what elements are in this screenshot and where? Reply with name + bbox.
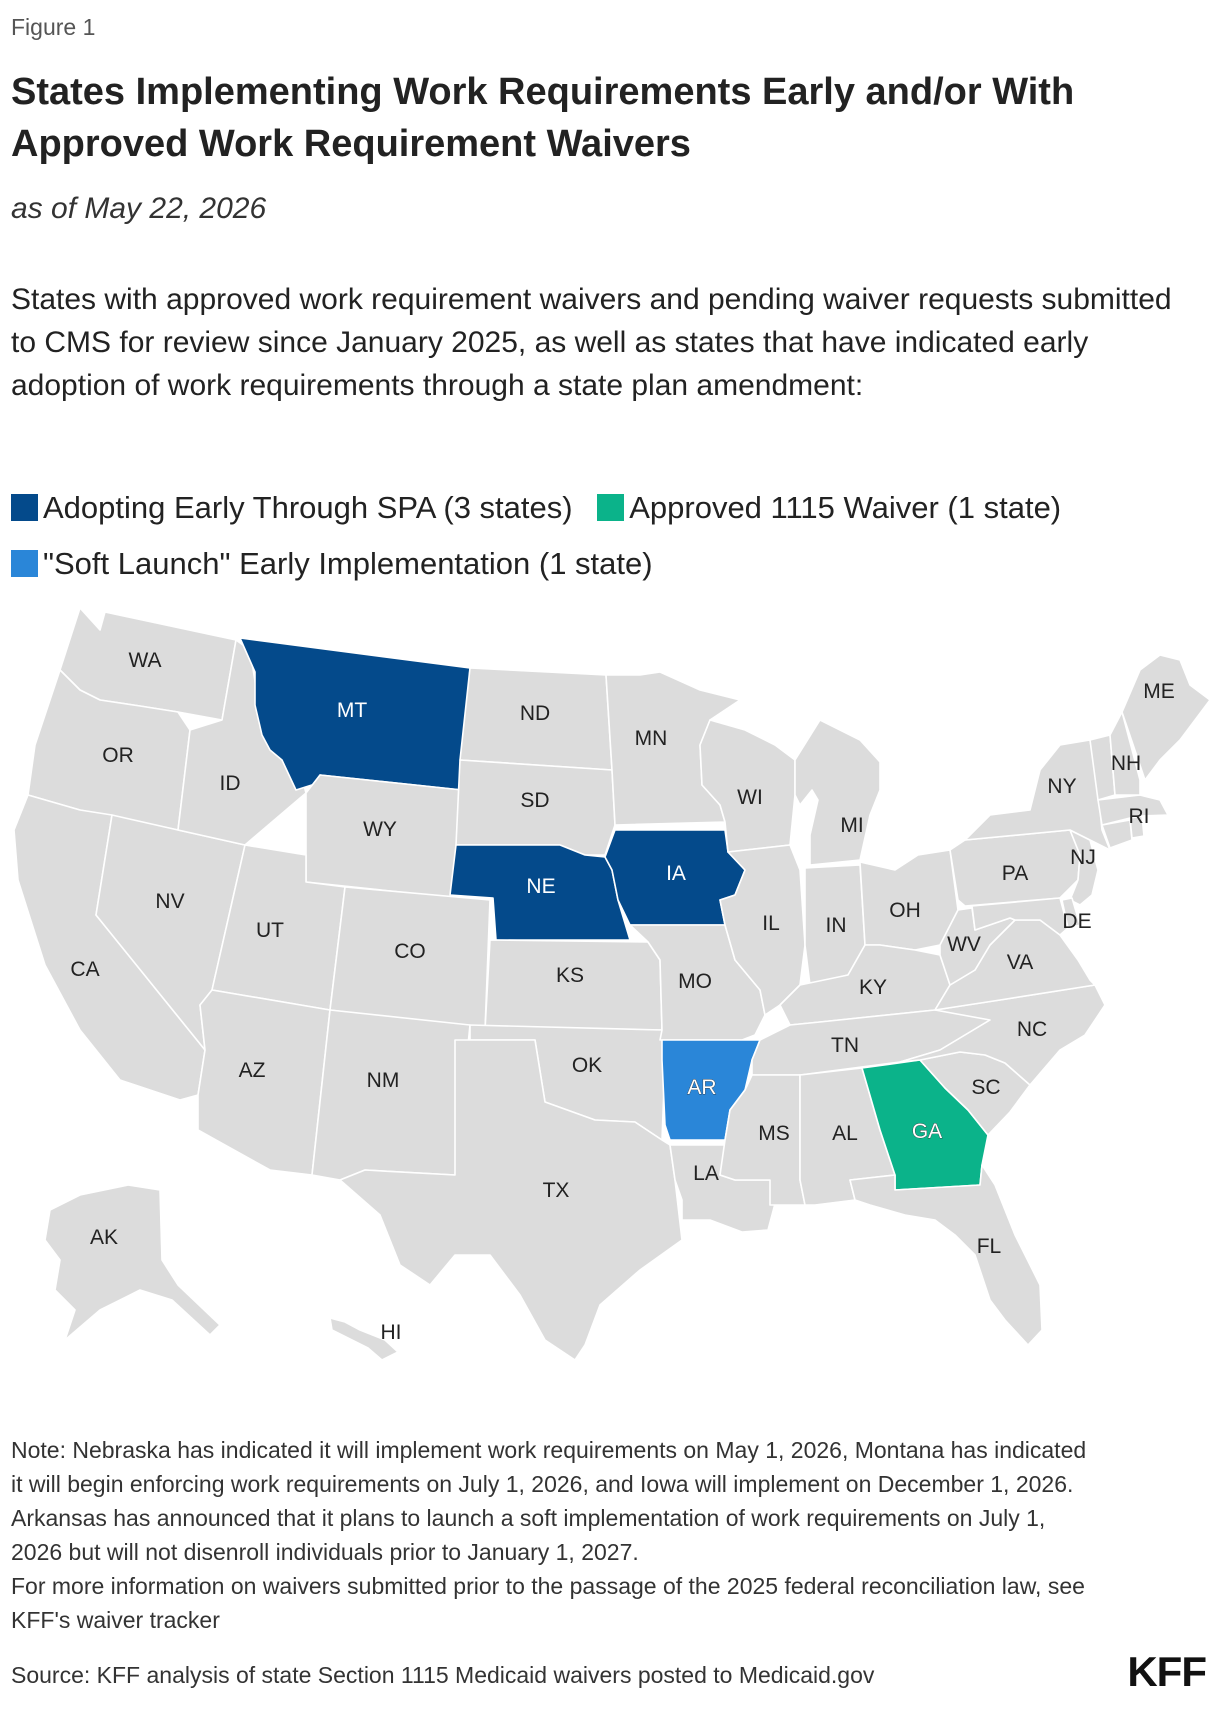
label-NE: NE — [526, 875, 555, 898]
label-KY: KY — [859, 976, 887, 999]
state-NC[interactable] — [899, 984, 1106, 1086]
legend-label-waiver: Approved 1115 Waiver (1 state) — [629, 490, 1062, 525]
label-MN: MN — [635, 727, 668, 750]
legend: Adopting Early Through SPA (3 states) Ap… — [11, 480, 1111, 592]
label-WA: WA — [128, 649, 161, 672]
label-NJ: NJ — [1070, 846, 1096, 869]
label-CA: CA — [70, 958, 99, 981]
figure-label: Figure 1 — [11, 14, 96, 40]
label-ND: ND — [520, 702, 550, 725]
legend-swatch-waiver — [597, 494, 625, 521]
kff-logo: KFF — [1127, 1648, 1207, 1695]
label-GA: GA — [912, 1120, 942, 1143]
label-MO: MO — [678, 970, 712, 993]
label-AR: AR — [687, 1076, 716, 1099]
label-AK: AK — [90, 1226, 118, 1249]
state-ME[interactable] — [1121, 654, 1211, 781]
state-AZ[interactable] — [197, 989, 331, 1176]
chart-subtitle: as of May 22, 2026 — [11, 192, 267, 225]
state-labels: WA OR CA NV ID MT WY UT AZ CO NM ND SD N… — [70, 649, 1174, 1344]
label-WY: WY — [363, 818, 397, 841]
label-ID: ID — [220, 772, 241, 795]
label-PA: PA — [1002, 862, 1028, 885]
label-IL: IL — [762, 912, 780, 935]
state-MD[interactable] — [971, 897, 1069, 936]
label-VA: VA — [1007, 951, 1033, 974]
label-KS: KS — [556, 964, 584, 987]
label-NY: NY — [1047, 775, 1076, 798]
label-MS: MS — [758, 1122, 790, 1145]
label-HI: HI — [381, 1321, 402, 1344]
legend-swatch-spa — [11, 494, 38, 521]
label-MT: MT — [337, 699, 367, 722]
label-WI: WI — [737, 786, 763, 809]
label-TN: TN — [831, 1034, 859, 1057]
state-IL[interactable] — [719, 844, 806, 1016]
note: Note: Nebraska has indicated it will imp… — [11, 1433, 1101, 1637]
state-NH[interactable] — [1109, 711, 1141, 796]
state-HI[interactable] — [329, 1317, 399, 1361]
label-UT: UT — [256, 919, 284, 942]
source: Source: KFF analysis of state Section 11… — [11, 1662, 875, 1688]
state-CT[interactable] — [1101, 819, 1133, 849]
label-TX: TX — [543, 1179, 570, 1202]
state-NJ[interactable] — [1069, 829, 1099, 906]
state-AK[interactable] — [44, 1184, 221, 1341]
legend-item-spa[interactable]: Adopting Early Through SPA (3 states) — [11, 490, 573, 525]
note-more-link[interactable]: For more information on waivers submitte… — [11, 1573, 1085, 1633]
label-SC: SC — [971, 1076, 1000, 1099]
label-AZ: AZ — [239, 1059, 266, 1082]
label-RI: RI — [1129, 805, 1150, 828]
legend-item-waiver[interactable]: Approved 1115 Waiver (1 state) — [597, 490, 1061, 525]
legend-label-spa: Adopting Early Through SPA (3 states) — [43, 490, 573, 525]
state-TX[interactable] — [339, 1039, 683, 1361]
legend-item-soft-launch[interactable]: "Soft Launch" Early Implementation (1 st… — [11, 546, 653, 581]
label-OR: OR — [102, 744, 134, 767]
note-text: Note: Nebraska has indicated it will imp… — [11, 1437, 1087, 1565]
legend-swatch-soft-launch — [11, 550, 38, 577]
state-NY[interactable] — [964, 739, 1111, 851]
label-ME: ME — [1143, 680, 1175, 703]
label-WV: WV — [947, 933, 981, 956]
label-FL: FL — [977, 1235, 1002, 1258]
state-MI[interactable] — [794, 719, 881, 866]
legend-label-soft-launch: "Soft Launch" Early Implementation (1 st… — [43, 546, 653, 581]
label-OH: OH — [889, 899, 921, 922]
state-WI[interactable] — [699, 719, 796, 853]
label-MI: MI — [840, 814, 863, 837]
label-NH: NH — [1111, 752, 1141, 775]
label-DE: DE — [1062, 910, 1091, 933]
label-IA: IA — [666, 862, 686, 885]
label-AL: AL — [832, 1122, 858, 1145]
chart-description: States with approved work requirement wa… — [11, 283, 1172, 402]
label-NM: NM — [367, 1069, 400, 1092]
state-FL[interactable] — [849, 1164, 1043, 1346]
label-OK: OK — [572, 1054, 602, 1077]
label-NV: NV — [155, 890, 184, 913]
label-IN: IN — [826, 914, 847, 937]
chart-title: States Implementing Work Requirements Ea… — [11, 71, 1075, 165]
state-NM[interactable] — [311, 1009, 471, 1181]
label-CO: CO — [394, 940, 426, 963]
label-SD: SD — [520, 789, 549, 812]
state-MA[interactable] — [1097, 794, 1169, 826]
label-LA: LA — [693, 1162, 719, 1185]
us-map: WA OR CA NV ID MT WY UT AZ CO NM ND SD N… — [13, 607, 1211, 1361]
label-NC: NC — [1017, 1018, 1047, 1041]
